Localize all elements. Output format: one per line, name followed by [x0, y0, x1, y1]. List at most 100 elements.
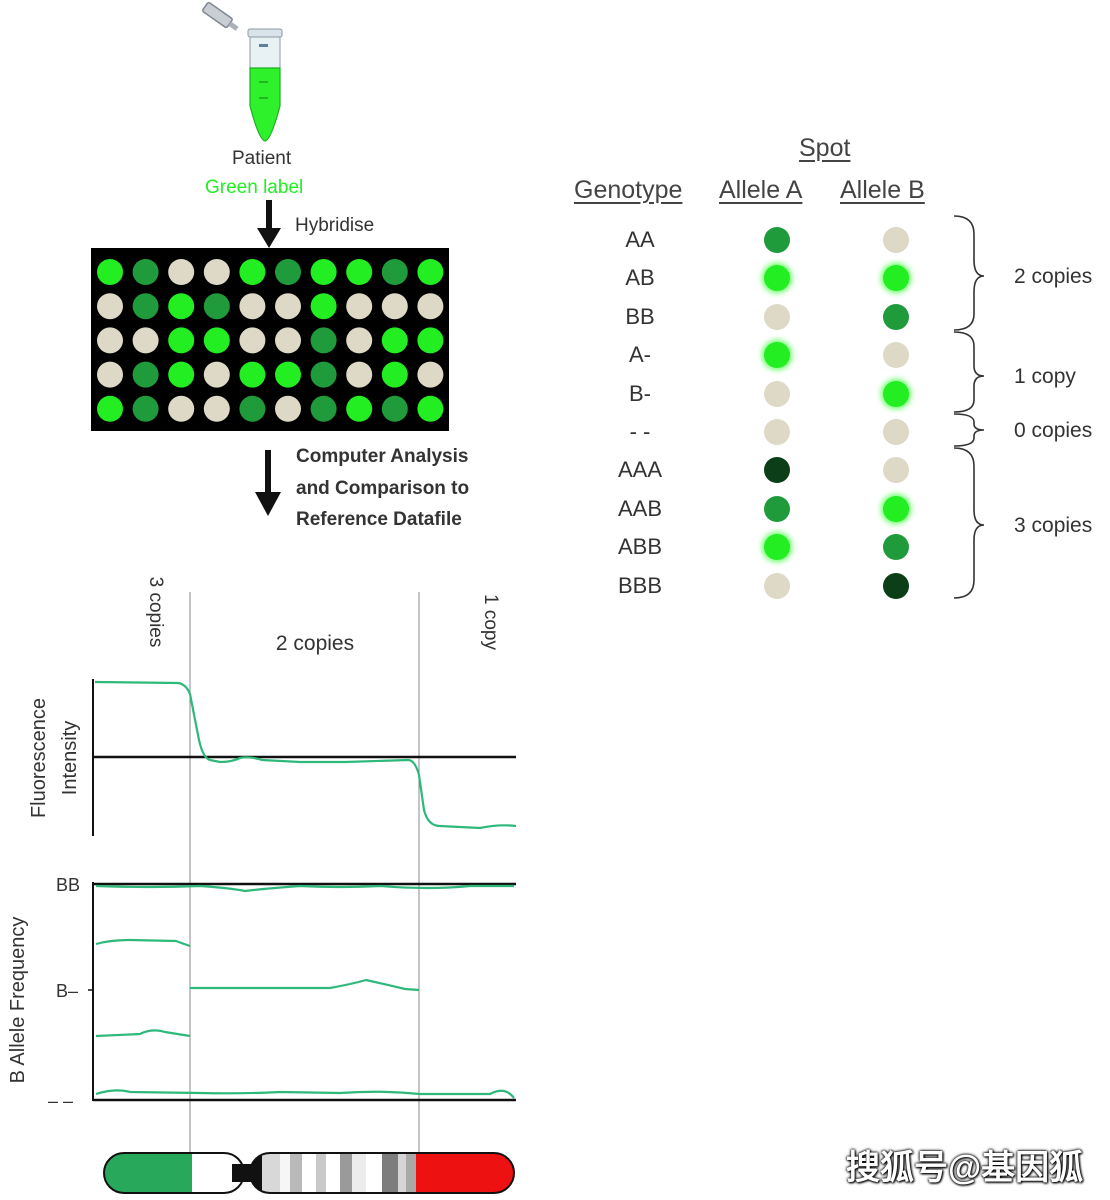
array-spot: [203, 293, 230, 320]
array-spot: [97, 293, 123, 320]
genotype-header: Genotype: [574, 176, 683, 204]
fluorescence-axis-label-2: Intensity: [59, 721, 81, 795]
array-spot: [275, 293, 301, 320]
array-spot: [381, 293, 408, 320]
group-label-2-copies: 2 copies: [1014, 265, 1093, 288]
allele-a-spot: [764, 534, 790, 561]
array-spot: [275, 327, 301, 354]
array-spot: [275, 395, 301, 422]
array-spot: [132, 395, 159, 422]
copy-number-plots: 3 copies 2 copies 1 copy Fluorescence In…: [7, 577, 517, 1152]
array-spot: [97, 395, 123, 422]
group-label-3-copies: 3 copies: [1014, 514, 1093, 537]
allele-b-spot: [883, 457, 909, 484]
array-spot: [346, 259, 373, 285]
allele-b-spot: [883, 342, 909, 369]
genotype-label: BB: [625, 303, 655, 329]
genotype-label: - -: [629, 419, 651, 444]
chromosome-ideogram: [103, 1152, 515, 1194]
array-spot: [381, 361, 408, 388]
array-spot: [239, 327, 266, 354]
allele-b-spot: [883, 380, 909, 407]
fluorescence-axis-label-1: Fluorescence: [28, 698, 50, 818]
allele-a-spot: [764, 572, 790, 599]
baf-traces: [95, 884, 515, 1099]
array-spot: [168, 259, 195, 285]
array-spot: [203, 361, 230, 388]
allele-a-spot: [764, 342, 790, 369]
array-spot: [168, 361, 195, 388]
patient-label: Patient: [232, 148, 292, 169]
allele-a-spot: [764, 227, 790, 253]
tube-body-empty: [249, 36, 281, 69]
segment-label-1-copy: 1 copy: [480, 594, 501, 650]
array-spot: [239, 395, 266, 422]
array-spot: [132, 259, 159, 285]
pipette-icon: [202, 1, 239, 31]
allele-a-spot: [764, 265, 790, 292]
array-spot: [168, 395, 195, 422]
array-spot: [346, 293, 373, 320]
genotype-label: ABB: [617, 534, 663, 560]
array-spot: [203, 259, 230, 285]
array-spot: [239, 259, 266, 285]
down-arrow-icon: [255, 450, 281, 516]
analysis-line-3: Reference Datafile: [296, 509, 462, 530]
genotype-label: AB: [625, 265, 655, 291]
array-spot: [381, 327, 408, 354]
array-spot: [346, 395, 373, 422]
array-spot: [203, 395, 230, 422]
allele-a-spot: [764, 380, 790, 407]
array-spot: [97, 327, 123, 354]
array-spot: [239, 361, 266, 388]
allele-a-header: Allele A: [719, 176, 803, 204]
baf-tick-b: B–: [56, 981, 78, 1001]
tube-liquid: [249, 67, 281, 142]
allele-b-header: Allele B: [840, 176, 925, 204]
array-spot: [239, 293, 266, 320]
genotype-label: AAB: [617, 495, 663, 521]
array-spot: [168, 327, 195, 354]
array-spot: [417, 259, 444, 285]
array-spot: [310, 395, 337, 422]
baf-tick-none: – –: [48, 1091, 73, 1111]
allele-b-spot: [883, 265, 909, 292]
array-spot: [97, 361, 123, 388]
hybridise-label: Hybridise: [295, 215, 375, 236]
analysis-line-2: and Comparison to: [296, 478, 470, 499]
array-spot: [310, 259, 337, 285]
microarray-grid: [91, 248, 449, 431]
array-spot: [203, 327, 230, 354]
array-spot: [275, 259, 301, 285]
allele-a-spot: [764, 457, 790, 484]
array-spot: [132, 293, 159, 320]
fluorescence-trace: [94, 680, 517, 830]
allele-b-spot: [883, 572, 909, 599]
genotype-label: A-: [629, 342, 651, 368]
allele-b-spot: [883, 227, 909, 253]
array-spot: [417, 361, 444, 388]
allele-a-spot: [764, 303, 790, 330]
baf-tick-bb: BB: [56, 875, 80, 895]
array-spot: [310, 327, 337, 354]
copy-brackets: [953, 215, 985, 599]
genotype-label: AAA: [617, 457, 663, 483]
array-spot: [346, 327, 373, 354]
tube-illustration: [202, 1, 283, 142]
allele-b-spot: [883, 303, 909, 330]
group-label-0-copies: 0 copies: [1014, 419, 1093, 442]
array-spot: [381, 395, 408, 422]
analysis-line-1: Computer Analysis: [296, 446, 469, 467]
down-arrow-icon: [257, 200, 281, 248]
allele-a-spot: [764, 419, 790, 445]
array-spot: [168, 293, 195, 320]
genotype-label: B-: [629, 380, 651, 406]
allele-b-spot: [883, 419, 909, 445]
genotype-label: AA: [625, 227, 655, 252]
segment-label-2-copies: 2 copies: [276, 632, 354, 655]
allele-a-spot: [764, 495, 790, 522]
tube-cap: [247, 28, 283, 38]
array-spot: [417, 293, 444, 320]
watermark-text: 搜狐号@基因狐: [846, 1149, 1084, 1187]
array-spot: [275, 361, 301, 388]
